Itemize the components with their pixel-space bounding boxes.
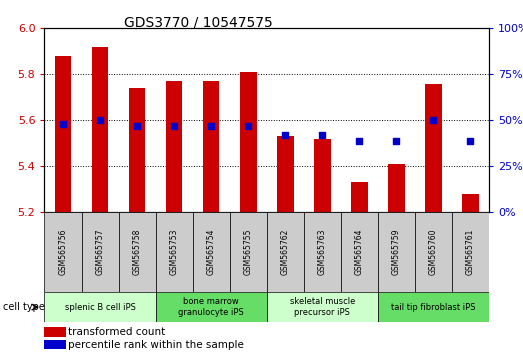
Bar xyxy=(388,164,405,212)
Text: GSM565761: GSM565761 xyxy=(466,229,475,275)
Point xyxy=(355,138,363,143)
Text: GSM565760: GSM565760 xyxy=(429,229,438,275)
Text: GSM565756: GSM565756 xyxy=(59,229,67,275)
Text: GDS3770 / 10547575: GDS3770 / 10547575 xyxy=(124,16,273,30)
Point xyxy=(170,123,178,129)
Text: tail tip fibroblast iPS: tail tip fibroblast iPS xyxy=(391,303,476,312)
Point xyxy=(467,138,475,143)
Text: GSM565763: GSM565763 xyxy=(318,229,327,275)
Bar xyxy=(277,137,293,212)
Bar xyxy=(230,212,267,292)
Bar xyxy=(203,81,220,212)
Bar xyxy=(82,212,119,292)
Bar xyxy=(92,47,108,212)
Text: GSM565754: GSM565754 xyxy=(207,229,215,275)
Point xyxy=(392,138,401,143)
Text: GSM565755: GSM565755 xyxy=(244,229,253,275)
Bar xyxy=(415,212,452,292)
Bar xyxy=(119,212,156,292)
Bar xyxy=(378,292,489,322)
Point xyxy=(96,118,104,123)
Bar xyxy=(304,212,341,292)
Bar xyxy=(129,88,145,212)
Bar xyxy=(462,194,479,212)
Point xyxy=(318,132,326,138)
Text: transformed count: transformed count xyxy=(69,327,166,337)
Text: GSM565753: GSM565753 xyxy=(169,229,179,275)
Text: GSM565762: GSM565762 xyxy=(281,229,290,275)
Bar xyxy=(378,212,415,292)
Text: bone marrow
granulocyte iPS: bone marrow granulocyte iPS xyxy=(178,297,244,317)
Bar xyxy=(425,84,442,212)
Bar xyxy=(351,183,368,212)
Text: cell type: cell type xyxy=(3,302,44,312)
Bar xyxy=(44,340,66,349)
Text: percentile rank within the sample: percentile rank within the sample xyxy=(69,339,244,349)
Bar xyxy=(452,212,489,292)
Point xyxy=(133,123,141,129)
Point xyxy=(207,123,215,129)
Bar xyxy=(166,81,183,212)
Bar xyxy=(267,212,304,292)
Point xyxy=(429,118,438,123)
Text: GSM565759: GSM565759 xyxy=(392,229,401,275)
Point xyxy=(244,123,253,129)
Bar xyxy=(44,292,156,322)
Bar xyxy=(192,212,230,292)
Bar xyxy=(240,72,257,212)
Bar xyxy=(156,212,192,292)
Point xyxy=(281,132,289,138)
Text: GSM565757: GSM565757 xyxy=(96,229,105,275)
Bar xyxy=(267,292,378,322)
Text: splenic B cell iPS: splenic B cell iPS xyxy=(64,303,135,312)
Bar xyxy=(314,139,331,212)
Bar xyxy=(341,212,378,292)
Bar xyxy=(44,327,66,337)
Text: GSM565764: GSM565764 xyxy=(355,229,364,275)
Bar xyxy=(54,56,71,212)
Text: skeletal muscle
precursor iPS: skeletal muscle precursor iPS xyxy=(290,297,355,317)
Bar xyxy=(44,212,82,292)
Bar xyxy=(156,292,267,322)
Point xyxy=(59,121,67,127)
Text: GSM565758: GSM565758 xyxy=(132,229,142,275)
